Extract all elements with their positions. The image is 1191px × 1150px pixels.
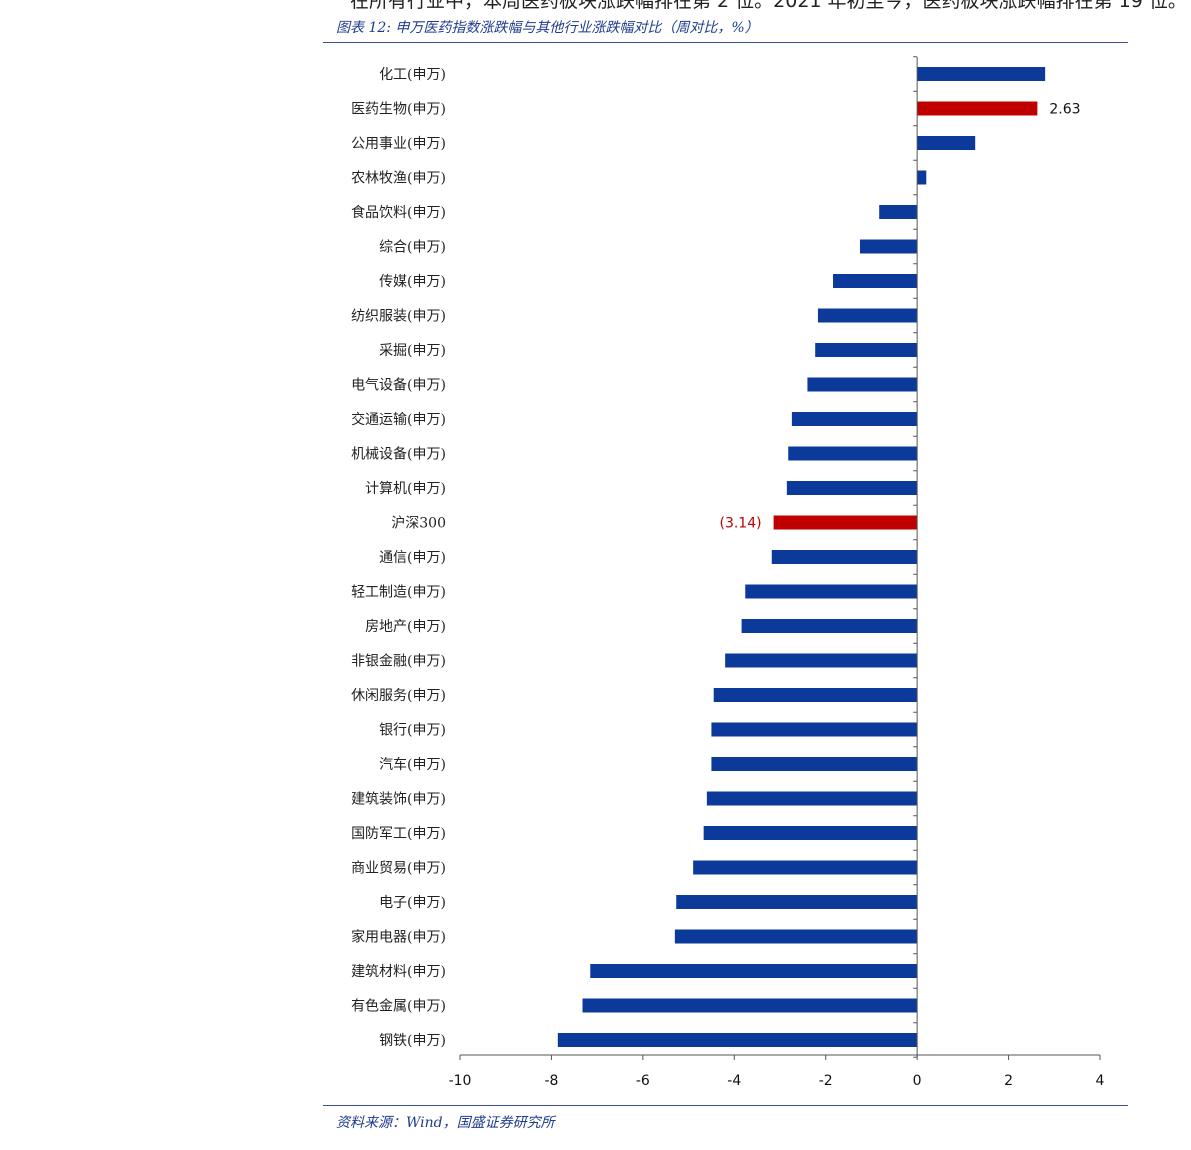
category-label: 银行(申万) [379,723,446,739]
labels-layer: -10 -8 -6 -4 -2 0 2 4 化工(申万) 医药生物(申万) 2.63 公用事业(申万)… [351,67,1104,1089]
bar [788,446,918,461]
axis-layer [459,56,1101,1060]
x-tick-label: -10 [449,1073,472,1089]
category-label: 电子(申万) [379,895,446,911]
category-label: 采掘(申万) [379,343,446,359]
bar [807,377,918,392]
category-label: 传媒(申万) [379,274,446,290]
category-label: 非银金融(申万) [351,654,446,670]
bars-layer [557,67,1046,1047]
category-label: 交通运输(申万) [351,411,446,428]
bar [771,550,918,564]
category-label: 沪深300 [391,516,446,532]
bottom-rule [323,1105,1128,1106]
category-label: 商业贸易(申万) [351,861,446,877]
x-tick-label: -2 [819,1073,833,1089]
category-label: 休闲服务(申万) [351,688,446,704]
bar [833,274,918,288]
bar [791,412,918,426]
bar [917,67,1046,81]
x-tick-label: -8 [544,1073,558,1089]
category-label: 电气设备(申万) [351,377,446,394]
bar [817,308,918,323]
bar [741,619,918,633]
x-tick-label: 4 [1096,1073,1105,1089]
category-label: 纺织服装(申万) [351,309,446,325]
bar [786,481,918,495]
category-label: 钢铁(申万) [379,1033,446,1049]
category-label: 医药生物(申万) [351,102,446,118]
top-rule [323,42,1128,43]
bar [674,929,918,944]
bar [917,101,1038,116]
bar [917,170,927,185]
bar [582,998,918,1013]
bar [590,964,918,978]
category-label: 房地产(申万) [365,619,446,635]
bar [557,1033,918,1047]
source-note: 资料来源：Wind，国盛证券研究所 [336,1115,555,1131]
x-tick-label: 2 [1004,1073,1013,1089]
bar [706,791,918,806]
category-label: 建筑材料(申万) [351,964,446,980]
bar [815,343,918,357]
category-label: 机械设备(申万) [351,446,446,463]
data-label: (3.14) [719,516,761,532]
x-tick-label: 0 [913,1073,922,1089]
bar [711,722,918,737]
bar [745,584,918,599]
category-label: 汽车(申万) [379,756,446,773]
category-label: 化工(申万) [379,67,446,83]
category-label: 轻工制造(申万) [351,585,446,601]
category-label: 综合(申万) [379,240,446,256]
bar [703,826,918,840]
bar [711,757,918,771]
bar [917,136,976,150]
data-label: 2.63 [1049,102,1080,118]
category-label: 建筑装饰(申万) [351,792,446,808]
figure-title: 图表 12: 申万医药指数涨跌幅与其他行业涨跌幅对比（周对比，%） [336,20,759,36]
bar [773,515,918,530]
bar [725,653,918,668]
top-paragraph-text: 在所有行业中，本周医药板块涨跌幅排在第 2 位。2021 年初至今，医药板块涨跌… [350,0,1187,12]
bar [879,205,918,219]
x-tick-label: -6 [636,1073,650,1089]
category-label: 计算机(申万) [365,481,446,497]
category-label: 通信(申万) [379,550,446,566]
category-label: 家用电器(申万) [351,929,446,946]
x-tick-label: -4 [727,1073,741,1089]
bar [693,860,918,875]
bar [860,239,918,254]
category-label: 国防军工(申万) [351,826,446,842]
bar [713,688,918,702]
bar [676,895,918,909]
category-label: 有色金属(申万) [351,998,446,1015]
category-label: 农林牧渔(申万) [351,171,446,187]
category-label: 食品饮料(申万) [351,204,446,221]
category-label: 公用事业(申万) [351,136,446,152]
